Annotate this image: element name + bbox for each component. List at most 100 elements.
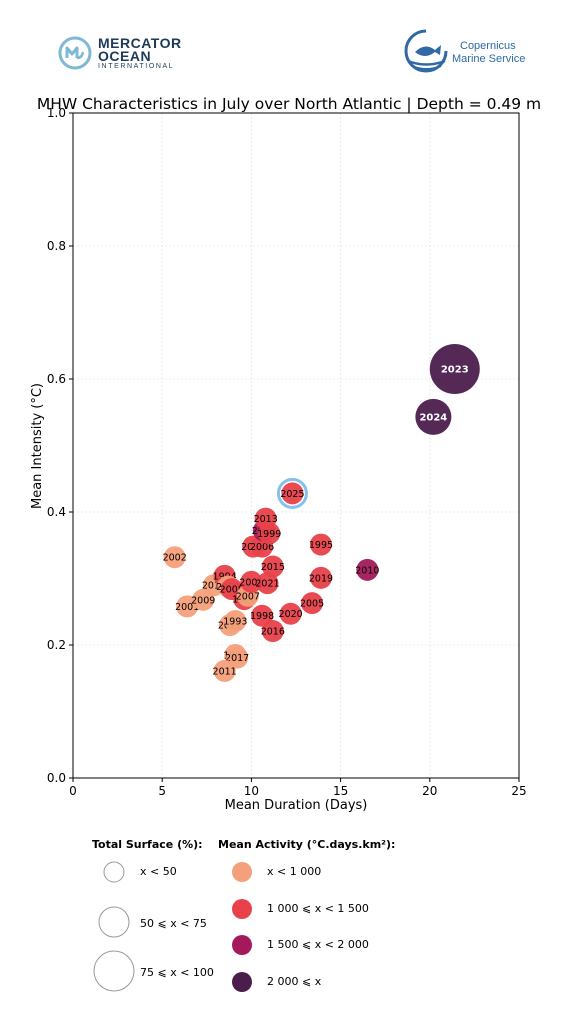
point-marker bbox=[429, 344, 480, 395]
data-point-2019: 2019 bbox=[309, 566, 333, 589]
point-label: 2013 bbox=[254, 514, 278, 525]
legend-activity-label-1: x < 1 000 bbox=[267, 865, 322, 878]
point-marker bbox=[281, 482, 304, 505]
x-tick-label: 15 bbox=[333, 784, 348, 798]
data-point-2024: 2024 bbox=[415, 398, 452, 435]
point-label: 2002 bbox=[163, 553, 187, 564]
x-tick-label: 25 bbox=[511, 784, 526, 798]
point-label: 2012 bbox=[202, 581, 226, 592]
point-marker bbox=[301, 592, 324, 615]
legend-activity-circle bbox=[232, 935, 252, 955]
legend-surface-label-3: 75 ⩽ x < 100 bbox=[140, 966, 214, 979]
x-axis-label: Mean Duration (Days) bbox=[225, 798, 368, 813]
plot-frame bbox=[72, 112, 520, 779]
data-point-1995: 1995 bbox=[309, 533, 333, 556]
point-marker bbox=[163, 546, 186, 569]
point-label: 2001 bbox=[175, 602, 199, 613]
data-point-2021: 2021 bbox=[255, 572, 280, 595]
point-label: 2007 bbox=[236, 591, 260, 602]
point-marker bbox=[213, 659, 236, 682]
data-point-2016: 2016 bbox=[261, 620, 285, 643]
point-label: 2006 bbox=[250, 542, 274, 553]
x-tick-label: 20 bbox=[422, 784, 437, 798]
point-marker bbox=[279, 602, 302, 625]
data-point-2005: 2005 bbox=[300, 592, 324, 615]
data-point-1993: 1993 bbox=[223, 610, 247, 633]
point-label: 2017 bbox=[225, 653, 249, 664]
data-point-2013: 2013 bbox=[254, 507, 278, 530]
point-marker bbox=[415, 398, 452, 435]
point-label: 2019 bbox=[309, 573, 333, 584]
legend-surface-circle bbox=[93, 950, 135, 992]
legend-activity-circle bbox=[232, 862, 252, 882]
data-point-2002: 2002 bbox=[163, 546, 187, 569]
point-label: 1999 bbox=[257, 529, 281, 540]
data-point-1998: 1998 bbox=[250, 604, 274, 627]
point-marker bbox=[309, 533, 332, 556]
data-point-2011: 2011 bbox=[213, 659, 237, 682]
mercator-logo-icon bbox=[58, 36, 92, 70]
legend-activity-circle bbox=[232, 899, 252, 919]
y-tick-label: 0.4 bbox=[47, 505, 66, 519]
point-label: 2023 bbox=[441, 365, 469, 376]
x-tick-label: 0 bbox=[69, 784, 77, 798]
point-marker bbox=[224, 610, 247, 633]
y-axis-label: Mean Intensity (°C) bbox=[30, 383, 45, 509]
point-label: 2015 bbox=[261, 562, 285, 573]
point-label: 2016 bbox=[261, 627, 285, 638]
point-marker bbox=[309, 566, 332, 589]
point-label: 2005 bbox=[300, 599, 324, 610]
copernicus-fish-icon bbox=[404, 29, 448, 73]
data-point-2015: 2015 bbox=[261, 555, 285, 578]
y-tick-label: 0.2 bbox=[47, 638, 66, 652]
mercator-line3: INTERNATIONAL bbox=[98, 63, 175, 70]
point-label: 2021 bbox=[255, 579, 279, 590]
x-axis-ticks: 0 5 10 15 20 25 bbox=[69, 778, 527, 798]
legend-surface-circle bbox=[98, 906, 130, 938]
data-point-2023: 2023 bbox=[429, 344, 480, 395]
y-tick-label: 0.0 bbox=[47, 771, 66, 785]
point-label: 2025 bbox=[280, 489, 304, 500]
legend-surface-label-1: x < 50 bbox=[140, 865, 177, 878]
x-tick-label: 10 bbox=[244, 784, 259, 798]
point-label: 2008 bbox=[220, 585, 244, 596]
legend-surface-circle bbox=[103, 861, 125, 883]
point-label: 2020 bbox=[279, 609, 303, 620]
x-tick-label: 5 bbox=[158, 784, 166, 798]
chart-title: MHW Characteristics in July over North A… bbox=[37, 95, 541, 113]
legend-activity-label-3: 1 500 ⩽ x < 2 000 bbox=[267, 938, 369, 951]
legend-marks bbox=[93, 861, 252, 992]
point-marker bbox=[251, 604, 274, 627]
legend-activity-label-4: 2 000 ⩽ x bbox=[267, 975, 322, 988]
point-label: 1995 bbox=[309, 540, 333, 551]
point-label: 2011 bbox=[213, 666, 237, 677]
point-label: 1993 bbox=[223, 617, 247, 628]
point-marker bbox=[240, 570, 263, 593]
data-point-2003: 2003 bbox=[239, 570, 263, 593]
point-marker bbox=[356, 558, 379, 581]
legend-activity-circle bbox=[232, 972, 252, 992]
point-label: 2009 bbox=[191, 595, 215, 606]
y-tick-label: 0.6 bbox=[47, 372, 66, 386]
mercator-line2: OCEAN bbox=[98, 48, 152, 64]
point-label: 2024 bbox=[419, 412, 447, 423]
data-points: 2002200120092012199420002008202219931997… bbox=[163, 344, 480, 682]
point-marker bbox=[261, 620, 284, 643]
point-label: 1998 bbox=[250, 611, 274, 622]
point-marker bbox=[261, 555, 284, 578]
legend-activity-title: Mean Activity (°C.days.km²): bbox=[218, 838, 396, 851]
point-marker bbox=[254, 507, 277, 530]
point-highlight-ring bbox=[276, 477, 308, 509]
mercator-line1: MERCATOR bbox=[98, 35, 182, 51]
copernicus-line2: Marine Service bbox=[452, 53, 526, 65]
legend-activity-label-2: 1 000 ⩽ x < 1 500 bbox=[267, 902, 369, 915]
copernicus-line1: Copernicus bbox=[460, 40, 516, 52]
data-point-2025: 2025 bbox=[276, 477, 308, 509]
legend-surface-label-2: 50 ⩽ x < 75 bbox=[140, 917, 207, 930]
y-tick-label: 0.8 bbox=[47, 239, 66, 253]
point-label: 2010 bbox=[355, 565, 379, 576]
point-marker bbox=[256, 572, 279, 595]
point-label: 2003 bbox=[239, 577, 263, 588]
data-point-2020: 2020 bbox=[279, 602, 303, 625]
